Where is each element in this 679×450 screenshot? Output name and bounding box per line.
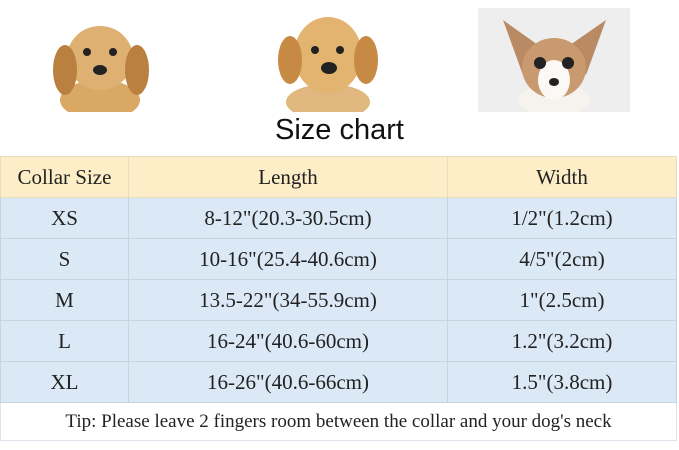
table-row: L 16-24"(40.6-60cm) 1.2"(3.2cm) <box>0 320 677 362</box>
table-row: XS 8-12"(20.3-30.5cm) 1/2"(1.2cm) <box>0 197 677 239</box>
size-cell: XS <box>0 197 129 239</box>
table-row: M 13.5-22"(34-55.9cm) 1"(2.5cm) <box>0 279 677 321</box>
puppy-image-1 <box>53 26 149 112</box>
width-cell: 1/2"(1.2cm) <box>447 197 677 239</box>
length-cell: 8-12"(20.3-30.5cm) <box>128 197 448 239</box>
chihuahua-image <box>478 8 630 112</box>
size-cell: M <box>0 279 129 321</box>
header-length: Length <box>128 156 448 198</box>
size-cell: L <box>0 320 129 362</box>
size-cell: XL <box>0 361 129 403</box>
length-cell: 10-16"(25.4-40.6cm) <box>128 238 448 280</box>
header-width: Width <box>447 156 677 198</box>
header-collar-size: Collar Size <box>0 156 129 198</box>
width-cell: 4/5"(2cm) <box>447 238 677 280</box>
size-cell: S <box>0 238 129 280</box>
length-cell: 13.5-22"(34-55.9cm) <box>128 279 448 321</box>
table-row: S 10-16"(25.4-40.6cm) 4/5"(2cm) <box>0 238 677 280</box>
tip-text: Tip: Please leave 2 fingers room between… <box>0 402 677 441</box>
header-row: Collar Size Length Width <box>0 156 677 198</box>
length-cell: 16-26"(40.6-66cm) <box>128 361 448 403</box>
table-row: XL 16-26"(40.6-66cm) 1.5"(3.8cm) <box>0 361 677 403</box>
width-cell: 1.2"(3.2cm) <box>447 320 677 362</box>
tip-row: Tip: Please leave 2 fingers room between… <box>0 402 677 441</box>
width-cell: 1.5"(3.8cm) <box>447 361 677 403</box>
chart-title: Size chart <box>275 114 404 146</box>
length-cell: 16-24"(40.6-60cm) <box>128 320 448 362</box>
puppy-image-2 <box>278 17 378 112</box>
width-cell: 1"(2.5cm) <box>447 279 677 321</box>
size-table: Collar Size Length Width XS 8-12"(20.3-30… <box>0 156 677 441</box>
